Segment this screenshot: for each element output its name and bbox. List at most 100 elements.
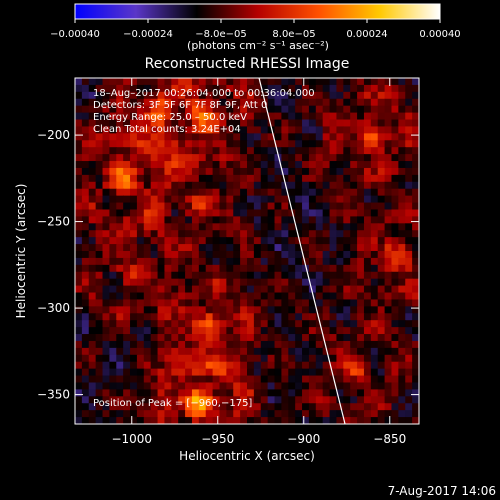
heatmap-cell [398,167,406,176]
heatmap-cell [143,389,152,397]
heatmap-cell [136,264,145,273]
heatmap-cell [191,264,200,273]
heatmap-cell [130,334,138,342]
heatmap-cell [130,257,138,266]
heatmap-cell [412,320,419,328]
heatmap-cell [178,154,186,162]
heatmap-cell [178,313,186,321]
heatmap-cell [412,244,419,252]
heatmap-cell [157,306,166,314]
heatmap-cell [377,237,386,245]
heatmap-cell [95,244,104,252]
heatmap-cell [171,216,179,224]
heatmap-cell [240,133,248,141]
heatmap-cell [357,382,365,390]
heatmap-cell [150,237,159,245]
heatmap-cell [343,91,351,100]
heatmap-cell [260,133,269,141]
heatmap-cell [302,334,310,342]
heatmap-cell [226,320,234,328]
heatmap-cell [247,354,255,363]
heatmap-cell [295,230,303,238]
heatmap-cell [123,154,131,162]
heatmap-cell [288,126,296,134]
heatmap-cell [226,98,234,107]
heatmap-cell [357,84,365,93]
heatmap-cell [260,126,269,134]
heatmap-cell [157,334,166,342]
colorbar-tick-label: 0.00040 [419,29,460,40]
heatmap-cell [274,244,282,252]
heatmap-cell [171,202,179,211]
heatmap-cell [233,347,241,356]
heatmap-cell [267,244,276,252]
heatmap-cell [281,188,289,197]
x-axis-ticks: −1000 −950 −900 −850 [111,78,406,446]
heatmap-cell [288,347,296,356]
heatmap-image [75,78,419,424]
heatmap-cell [377,84,386,93]
heatmap-cell [329,112,338,121]
heatmap-cell [191,340,200,349]
heatmap-cell [178,299,186,307]
heatmap-cell [267,230,276,238]
heatmap-cell [88,417,97,424]
heatmap-cell [384,257,393,266]
heatmap-cell [171,313,179,321]
heatmap-cell [191,237,200,245]
heatmap-cell [81,202,90,211]
heatmap-cell [233,154,241,162]
heatmap-cell [178,361,186,370]
heatmap-cell [205,292,214,301]
heatmap-cell [212,188,221,197]
heatmap-cell [109,174,117,183]
heatmap-cell [205,91,214,100]
heatmap-cell [315,133,324,141]
heatmap-cell [295,257,303,266]
heatmap-cell [302,382,310,390]
heatmap-cell [185,368,193,377]
heatmap-cell [370,403,379,411]
heatmap-cell [357,327,365,335]
heatmap-cell [109,313,117,321]
heatmap-cell [267,147,276,155]
heatmap-cell [336,188,344,197]
heatmap-cell [363,306,372,314]
heatmap-cell [116,403,124,411]
heatmap-cell [185,244,193,252]
heatmap-cell [185,375,193,384]
heatmap-cell [191,216,200,224]
heatmap-cell [205,126,214,134]
heatmap-cell [240,140,248,148]
heatmap-cell [75,105,83,114]
heatmap-cell [412,361,419,370]
heatmap-cell [281,354,289,363]
heatmap-cell [178,237,186,245]
heatmap-cell [171,126,179,134]
heatmap-cell [240,244,248,252]
heatmap-cell [150,119,159,128]
heatmap-cell [123,216,131,224]
heatmap-cell [274,264,282,273]
heatmap-cell [109,257,117,266]
heatmap-cell [412,78,419,86]
heatmap-cell [219,223,227,231]
heatmap-cell [281,98,289,107]
heatmap-cell [267,188,276,197]
heatmap-cell [178,202,186,211]
heatmap-cell [308,403,317,411]
heatmap-cell [336,340,344,349]
heatmap-cell [308,167,317,176]
heatmap-cell [412,167,419,176]
heatmap-cell [274,230,282,238]
heatmap-cell [109,271,117,280]
heatmap-cell [95,209,104,217]
heatmap-cell [260,91,269,100]
heatmap-cell [253,278,262,287]
heatmap-cell [295,313,303,321]
heatmap-cell [412,230,419,238]
heatmap-cell [308,410,317,418]
heatmap-cell [240,237,248,245]
heatmap-cell [384,271,393,280]
